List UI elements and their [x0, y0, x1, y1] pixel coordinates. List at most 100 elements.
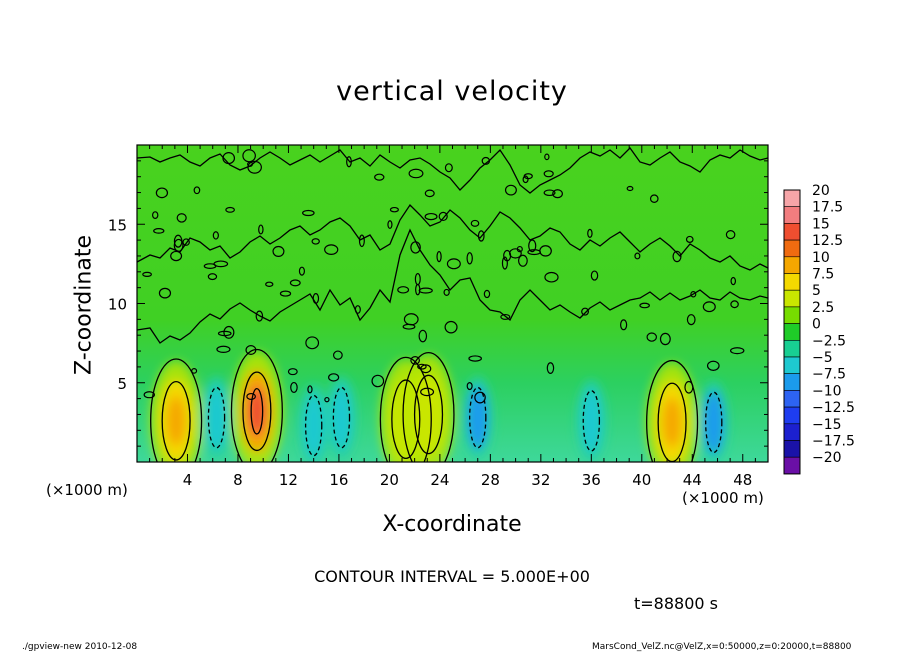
colorbar-swatch — [783, 390, 801, 408]
colorbar-label: 0 — [812, 317, 821, 333]
colorbar-swatch — [783, 323, 801, 341]
colorbar-swatch — [783, 440, 801, 458]
downdraft-core — [331, 385, 352, 450]
updraft-contour-inner — [413, 374, 444, 455]
x-tick-label: 24 — [430, 471, 449, 489]
colorbar-swatch — [783, 373, 801, 391]
footer-right: MarsCond_VelZ.nc@VelZ,x=0:50000,z=0:2000… — [592, 642, 852, 652]
colorbar-swatch — [783, 223, 801, 241]
contour-loop — [424, 212, 438, 221]
downdraft-contour — [332, 386, 351, 449]
contour-loop — [245, 345, 257, 355]
colorbar-label: 12.5 — [812, 233, 843, 249]
x-unit-label-right: (×1000 m) — [682, 489, 764, 507]
colorbar-swatch — [783, 456, 801, 475]
contour-loop — [247, 160, 262, 174]
colorbar-label: −17.5 — [812, 434, 855, 450]
contour-loop — [182, 238, 190, 246]
contour-loop — [587, 228, 593, 238]
contour-loop — [374, 173, 385, 181]
contour-loop — [544, 153, 550, 161]
x-tick-label: 16 — [329, 471, 348, 489]
colorbar-label: 7.5 — [812, 267, 834, 283]
x-axis-label: X-coordinate — [382, 512, 522, 537]
contour-loop — [528, 239, 537, 253]
contour-loop — [672, 250, 682, 263]
plot-area — [137, 145, 768, 462]
contour-loop — [620, 319, 628, 331]
colorbar-label: −20 — [812, 450, 842, 466]
updraft-contour-outer — [230, 348, 283, 462]
contour-loop — [730, 300, 739, 309]
downdraft-contour — [207, 386, 226, 449]
contour-loop — [389, 206, 399, 213]
contour-loop — [438, 211, 448, 222]
contour-loop — [272, 245, 285, 257]
contour-loop — [415, 283, 421, 296]
colorbar-swatch — [783, 256, 801, 274]
x-tick-label: 44 — [683, 471, 702, 489]
x-tick-label: 4 — [183, 471, 193, 489]
contour-loop — [212, 231, 219, 240]
contour-loop — [332, 350, 343, 360]
contour-loop — [417, 363, 427, 370]
chart-title: vertical velocity — [336, 76, 568, 107]
contour-lower — [137, 228, 768, 344]
contour-loop — [690, 291, 697, 298]
colorbar-swatch — [783, 423, 801, 441]
colorbar-label: −15 — [812, 417, 842, 433]
contour-loop — [410, 356, 420, 365]
x-unit-label-left: (×1000 m) — [46, 481, 128, 499]
x-tick-label: 20 — [380, 471, 399, 489]
downdraft-contour — [469, 386, 487, 449]
colorbar-frame — [783, 189, 801, 475]
contour-loop — [142, 271, 152, 277]
time-label: t=88800 s — [634, 594, 718, 613]
contour-loop — [346, 156, 352, 168]
contour-interval-label: CONTOUR INTERVAL = 5.000E+00 — [314, 567, 590, 586]
x-tick-label: 12 — [279, 471, 298, 489]
contour-loop — [443, 288, 450, 296]
colorbar-label: −10 — [812, 383, 842, 399]
contour-loop — [504, 184, 517, 196]
contour-loop — [481, 156, 491, 165]
contour-loop — [436, 250, 442, 263]
contour-loop — [483, 289, 491, 299]
contour-loop — [466, 382, 473, 391]
contour-loop — [646, 332, 657, 342]
contour-loop — [686, 314, 696, 326]
contour-loop — [207, 273, 218, 281]
contour-loop — [289, 279, 301, 287]
colorbar-label: 15 — [812, 216, 830, 232]
contour-loop — [702, 301, 716, 313]
x-tick-label: 36 — [582, 471, 601, 489]
colorbar-swatch — [783, 306, 801, 324]
y-tick-label: 5 — [117, 375, 127, 393]
updraft-contour-outer — [150, 358, 203, 462]
downdraft-core — [206, 385, 227, 450]
x-tick-label: 32 — [531, 471, 550, 489]
contour-loop — [684, 380, 694, 394]
downdraft-contour — [582, 390, 601, 452]
colorbar-label: 10 — [812, 250, 830, 266]
contour-loop — [222, 152, 236, 165]
x-tick-label: 28 — [481, 471, 500, 489]
contour-loop — [706, 360, 720, 371]
contour-loop — [477, 230, 485, 242]
contour-loop — [420, 387, 435, 397]
contour-loop — [312, 292, 320, 304]
x-tick-label: 40 — [632, 471, 651, 489]
contour-loop — [518, 254, 528, 267]
contour-loop — [158, 287, 172, 299]
contour-loop — [173, 238, 184, 252]
contour-loop — [279, 290, 292, 297]
updraft-core — [167, 396, 186, 446]
contour-loop — [324, 396, 330, 403]
y-tick-label: 15 — [108, 216, 127, 234]
contour-loop — [152, 211, 159, 220]
downdraft-core — [303, 393, 324, 458]
contour-loop — [546, 362, 555, 374]
downdraft-contour — [705, 391, 723, 454]
contour-loop — [265, 281, 274, 287]
